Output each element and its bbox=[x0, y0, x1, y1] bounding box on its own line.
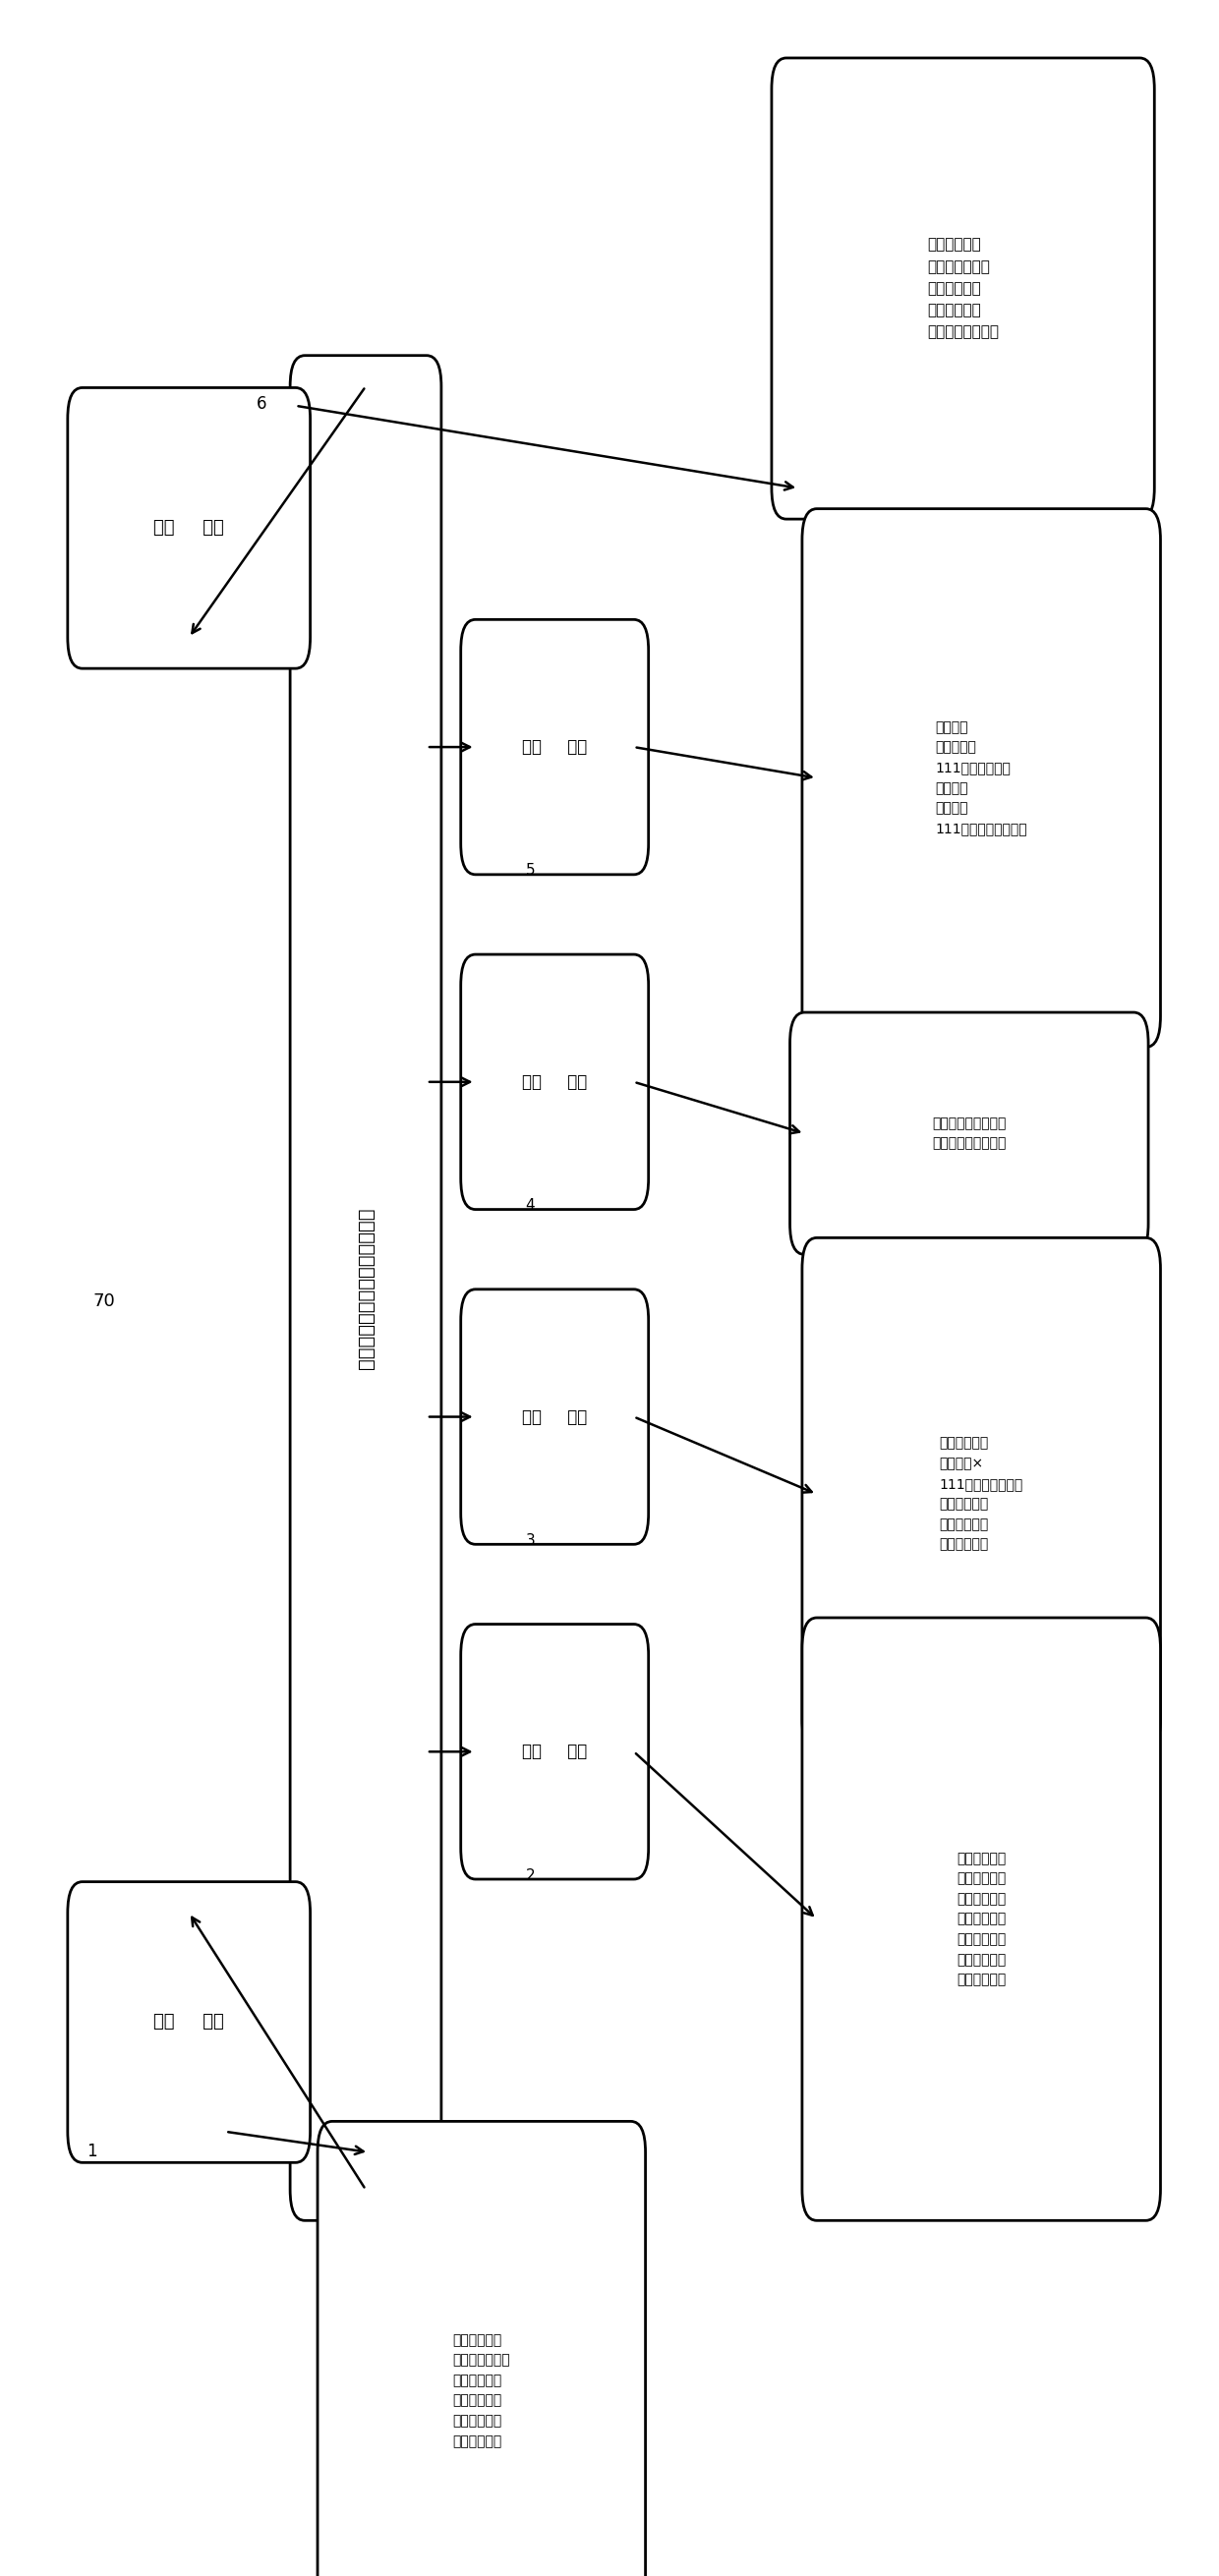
FancyBboxPatch shape bbox=[802, 1618, 1160, 2221]
FancyBboxPatch shape bbox=[461, 618, 649, 876]
Text: 采购管理模块
计量管理×
111条件排管理模块
批归管理模块
批化管理模块
报损管理模块: 采购管理模块 计量管理× 111条件排管理模块 批归管理模块 批化管理模块 报损… bbox=[940, 1437, 1023, 1551]
Text: 锁定管理模块
设备管理模块
床位管理模块
爱居管理模块
计数管理模块
月计管理模块
报设管理模块: 锁定管理模块 设备管理模块 床位管理模块 爱居管理模块 计数管理模块 月计管理模… bbox=[957, 1852, 1006, 1986]
Text: 3: 3 bbox=[525, 1533, 535, 1548]
Text: 1: 1 bbox=[87, 2143, 96, 2159]
FancyBboxPatch shape bbox=[802, 1239, 1160, 1752]
Text: 2: 2 bbox=[525, 1868, 535, 1883]
Text: 月结单科室管理模块
人结单科室管理模块: 月结单科室管理模块 人结单科室管理模块 bbox=[933, 1115, 1006, 1151]
Text: 4: 4 bbox=[525, 1198, 535, 1213]
Text: 70: 70 bbox=[93, 1293, 115, 1309]
FancyBboxPatch shape bbox=[317, 2123, 646, 2576]
Text: 5: 5 bbox=[525, 863, 535, 878]
Text: 系统     管理: 系统 管理 bbox=[154, 520, 224, 536]
Text: 编码管理模块
流水线管理模块
计量管理模块
供货管理模块
厂方管理模块
数据管理模块: 编码管理模块 流水线管理模块 计量管理模块 供货管理模块 厂方管理模块 数据管理… bbox=[452, 2334, 511, 2447]
FancyBboxPatch shape bbox=[802, 510, 1160, 1048]
Text: 库房     管理: 库房 管理 bbox=[522, 1409, 588, 1425]
Text: 低值耗材三级库房信息管理系统: 低值耗材三级库房信息管理系统 bbox=[356, 1208, 375, 1368]
FancyBboxPatch shape bbox=[790, 1012, 1148, 1255]
FancyBboxPatch shape bbox=[68, 1880, 310, 2164]
Text: 采购报表
财务性报表
111条件排序搜索
单位报表
汇总报表
111条件排序采购报表: 采购报表 财务性报表 111条件排序搜索 单位报表 汇总报表 111条件排序采购… bbox=[935, 721, 1028, 835]
Text: 查询     汇总: 查询 汇总 bbox=[522, 739, 588, 755]
FancyBboxPatch shape bbox=[772, 57, 1154, 518]
Text: 权限管理模块
用户管理二维码
系统管理模块
口令管理模块
系统参数管理模块: 权限管理模块 用户管理二维码 系统管理模块 口令管理模块 系统参数管理模块 bbox=[928, 237, 998, 340]
Text: 6: 6 bbox=[257, 397, 267, 412]
FancyBboxPatch shape bbox=[290, 355, 441, 2221]
Text: 采购     管理: 采购 管理 bbox=[522, 1744, 588, 1759]
FancyBboxPatch shape bbox=[461, 1288, 649, 1543]
FancyBboxPatch shape bbox=[461, 953, 649, 1211]
FancyBboxPatch shape bbox=[68, 386, 310, 667]
Text: 财务     管理: 财务 管理 bbox=[522, 1074, 588, 1090]
FancyBboxPatch shape bbox=[461, 1623, 649, 1880]
Text: 基础     数据: 基础 数据 bbox=[154, 2014, 224, 2030]
